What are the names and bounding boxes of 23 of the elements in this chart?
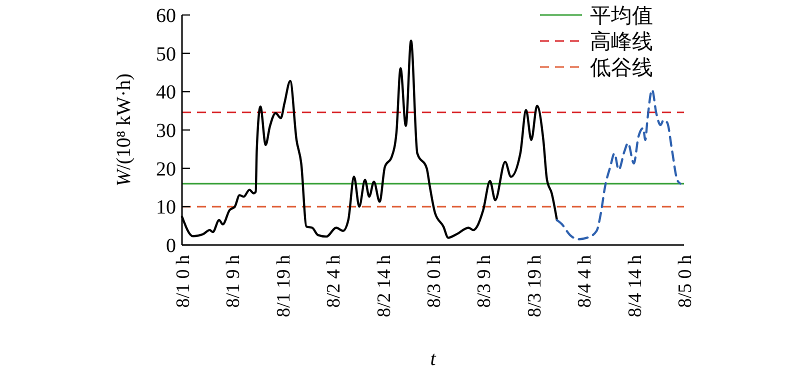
y-tick-label: 50	[156, 43, 176, 66]
x-tick-label: 8/3 19 h	[524, 254, 546, 318]
x-tick-label: 8/3 9 h	[474, 254, 496, 308]
x-tick-label: 8/1 9 h	[223, 254, 244, 308]
y-tick-label: 30	[156, 120, 176, 142]
y-tick-label: 0	[166, 235, 176, 257]
y-axis-title: W/(10⁸ kW·h)	[113, 73, 135, 187]
x-tick-label: 8/5 0 h	[675, 254, 696, 308]
legend-label: 高峰线	[590, 29, 653, 54]
y-tick-label: 10	[156, 196, 176, 219]
x-tick-label: 8/2 14 h	[374, 254, 395, 318]
x-tick-label: 8/1 0 h	[173, 254, 194, 308]
y-tick-label: 20	[156, 158, 176, 180]
x-tick-label: 8/4 4 h	[574, 254, 596, 308]
y-tick-label: 60	[156, 5, 176, 27]
x-tick-label: 8/4 14 h	[624, 254, 646, 318]
x-axis-title: t	[430, 348, 436, 370]
x-tick-label: 8/1 19 h	[273, 254, 294, 318]
legend-label: 平均值	[590, 3, 653, 28]
x-tick-label: 8/3 0 h	[424, 254, 445, 308]
y-tick-label: 40	[156, 82, 176, 104]
legend-label: 低谷线	[590, 55, 653, 80]
x-tick-label: 8/2 4 h	[324, 254, 345, 308]
